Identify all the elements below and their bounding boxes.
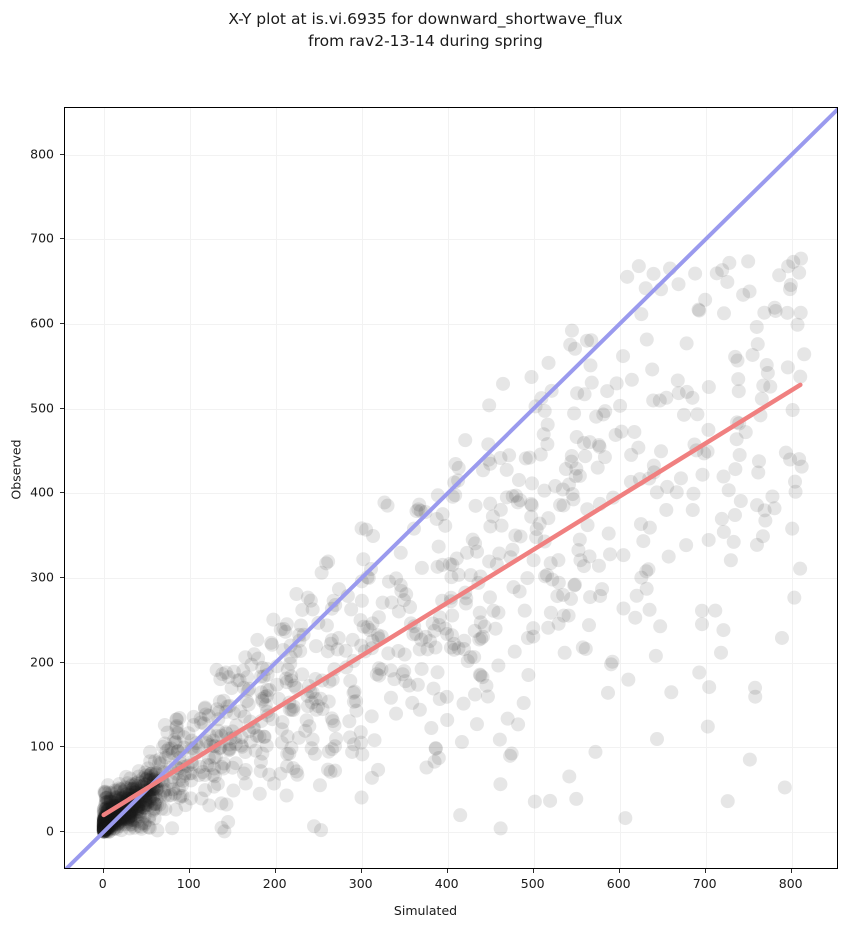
gridline-vertical	[103, 108, 105, 868]
gridline-horizontal	[65, 493, 837, 495]
x-tick-mark	[274, 869, 276, 873]
y-tick-mark	[60, 492, 64, 494]
y-tick-mark	[60, 576, 64, 578]
x-tick-mark	[188, 869, 190, 873]
x-tick-label: 600	[606, 876, 631, 891]
x-tick-mark	[618, 869, 620, 873]
one-to-one-line	[65, 108, 837, 868]
x-tick-label: 700	[692, 876, 717, 891]
y-tick-mark	[60, 238, 64, 240]
gridline-horizontal	[65, 239, 837, 241]
gridline-vertical	[705, 108, 707, 868]
regression-line	[101, 382, 803, 818]
gridline-horizontal	[65, 831, 837, 833]
gridline-horizontal	[65, 408, 837, 410]
gridline-horizontal	[65, 154, 837, 156]
y-tick-label: 300	[30, 569, 54, 585]
y-tick-mark	[60, 746, 64, 748]
y-tick-label: 500	[30, 400, 54, 416]
y-tick-mark	[60, 830, 64, 832]
x-axis-label: Simulated	[393, 903, 458, 918]
x-tick-mark	[532, 869, 534, 873]
x-tick-label: 500	[520, 876, 545, 891]
y-tick-label: 0	[46, 823, 54, 839]
y-tick-label: 800	[30, 146, 54, 162]
x-tick-label: 0	[98, 876, 107, 891]
y-tick-mark	[60, 322, 64, 324]
gridline-horizontal	[65, 747, 837, 749]
gridline-vertical	[533, 108, 535, 868]
gridline-vertical	[275, 108, 277, 868]
gridline-vertical	[189, 108, 191, 868]
y-tick-label: 100	[30, 738, 54, 754]
y-tick-label: 400	[30, 484, 54, 500]
gridline-vertical	[361, 108, 363, 868]
chart-title: X-Y plot at is.vi.6935 for downward_shor…	[228, 10, 623, 51]
x-tick-mark	[102, 869, 104, 873]
gridline-horizontal	[65, 662, 837, 664]
x-tick-label: 200	[262, 876, 287, 891]
x-tick-label: 800	[778, 876, 803, 891]
gridline-vertical	[447, 108, 449, 868]
x-tick-mark	[360, 869, 362, 873]
gridline-horizontal	[65, 323, 837, 325]
data-layer	[65, 108, 837, 868]
gridline-vertical	[619, 108, 621, 868]
y-tick-label: 700	[30, 230, 54, 246]
y-tick-label: 600	[30, 315, 54, 331]
y-tick-mark	[60, 153, 64, 155]
x-tick-label: 300	[348, 876, 373, 891]
y-tick-mark	[60, 661, 64, 663]
x-tick-mark	[790, 869, 792, 873]
gridline-horizontal	[65, 577, 837, 579]
gridline-vertical	[791, 108, 793, 868]
y-axis-label: Observed	[8, 439, 24, 500]
x-tick-mark	[704, 869, 706, 873]
plot-area	[64, 107, 838, 869]
gridlines	[65, 108, 837, 868]
x-tick-label: 400	[434, 876, 459, 891]
x-tick-label: 100	[176, 876, 201, 891]
x-tick-mark	[446, 869, 448, 873]
y-tick-mark	[60, 407, 64, 409]
y-tick-label: 200	[30, 654, 54, 670]
